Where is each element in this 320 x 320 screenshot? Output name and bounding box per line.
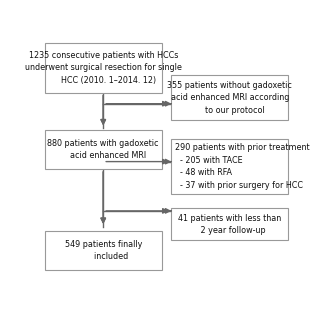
Text: 549 patients finally
      included: 549 patients finally included [65,240,142,261]
Text: 880 patients with gadoxetic
    acid enhanced MRI: 880 patients with gadoxetic acid enhance… [47,139,159,160]
Text: 1235 consecutive patients with HCCs
underwent surgical resection for single
    : 1235 consecutive patients with HCCs unde… [25,51,182,85]
FancyBboxPatch shape [172,140,288,194]
FancyBboxPatch shape [45,231,162,270]
FancyBboxPatch shape [172,208,288,240]
FancyBboxPatch shape [45,43,162,92]
FancyBboxPatch shape [172,75,288,120]
Text: 355 patients without gadoxetic
acid enhanced MRI according
    to our protocol: 355 patients without gadoxetic acid enha… [167,81,292,115]
Text: 41 patients with less than
   2 year follow-up: 41 patients with less than 2 year follow… [178,214,281,235]
Text: 290 patients with prior treatment
  - 205 with TACE
  - 48 with RFA
  - 37 with : 290 patients with prior treatment - 205 … [175,143,310,190]
FancyBboxPatch shape [45,130,162,169]
